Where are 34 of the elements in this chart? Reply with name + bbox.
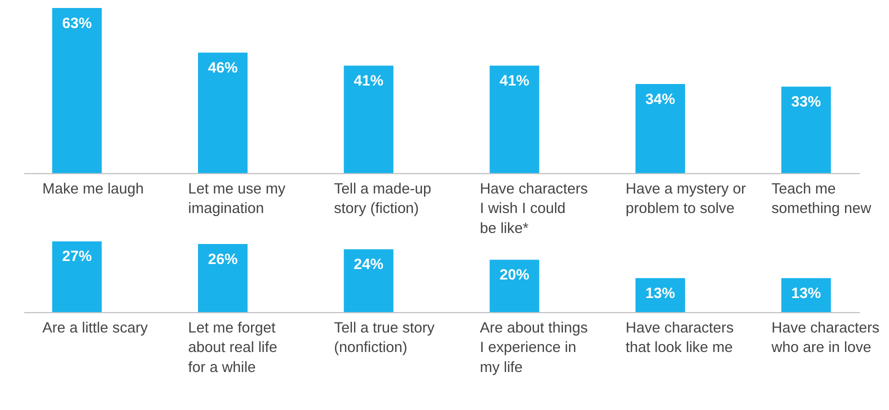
x-tick-label: Have characters I wish I could be like* (480, 181, 588, 237)
data-label: 33% (791, 94, 821, 110)
data-label: 63% (62, 16, 92, 32)
x-tick-label: Have characters who are in love (770, 320, 880, 356)
bar (198, 52, 248, 174)
x-tick-label: Tell a made-up story (fiction) (334, 181, 432, 218)
x-tick-label: Have characters that look like me (626, 320, 734, 356)
x-tick-label: Let me use my imagination (188, 181, 286, 218)
data-label: 20% (500, 268, 530, 284)
x-tick-label: Are a little scary (42, 320, 148, 336)
bar (781, 86, 831, 174)
x-tick-label: Are about things I experience in my life (480, 320, 588, 376)
x-tick-label: Tell a true story (nonfiction) (334, 320, 436, 356)
x-tick-label: Teach me something new (771, 181, 872, 218)
bar (52, 241, 102, 312)
bar (490, 260, 540, 312)
bar (490, 66, 540, 174)
bar (635, 84, 686, 174)
x-tick-label: Have a mystery or problem to solve (626, 181, 746, 218)
data-label: 13% (645, 286, 676, 302)
data-label: 24% (354, 257, 384, 274)
x-tick-label: Make me laugh (42, 181, 144, 198)
bar (52, 8, 102, 174)
bar (344, 66, 394, 174)
data-label: 13% (791, 286, 821, 302)
data-label: 34% (645, 92, 676, 108)
data-label: 27% (62, 249, 92, 266)
data-label: 26% (208, 252, 238, 268)
bar (344, 249, 394, 312)
data-label: 46% (208, 60, 238, 76)
data-label: 41% (500, 73, 530, 90)
bar (198, 244, 248, 312)
x-tick-label: Let me forget about real life for a while (188, 320, 278, 376)
data-label: 41% (354, 73, 384, 90)
